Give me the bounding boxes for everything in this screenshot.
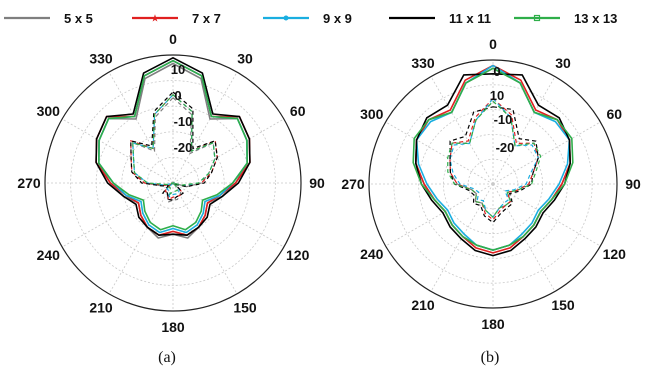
- caption-a: (a): [158, 349, 176, 366]
- radial-tick-label: 0: [174, 88, 181, 103]
- angle-tick-label: 240: [37, 247, 61, 263]
- series-line-4: [412, 67, 574, 251]
- angle-tick-label: 120: [286, 247, 310, 263]
- angle-tick-label: 90: [625, 176, 641, 192]
- legend-label-3: 11 x 11: [449, 11, 491, 26]
- angle-tick-label: 330: [411, 55, 435, 71]
- legend-marker-1: ★: [151, 14, 160, 25]
- grid-spoke: [172, 182, 285, 248]
- series-line-4: [98, 59, 248, 231]
- chart-legend: 5 x 5 ★ 7 x 7 9 x 9 11 x 11 13 x 13: [4, 11, 617, 26]
- angle-tick-label: 330: [89, 50, 113, 66]
- radial-tick-label: 10: [171, 62, 185, 77]
- angle-tick-label: 180: [481, 316, 505, 332]
- caption-b: (b): [481, 349, 500, 366]
- series-crosspol-4: [447, 100, 542, 219]
- radial-tick-label: -20: [174, 140, 193, 155]
- angle-tick-label: 270: [17, 175, 41, 191]
- legend-marker-4: [533, 14, 541, 22]
- legend-label-4: 13 x 13: [574, 11, 617, 26]
- grid-spoke: [492, 121, 601, 185]
- angle-tick-label: 270: [341, 176, 365, 192]
- grid-spoke: [61, 182, 174, 248]
- grid-spoke: [492, 76, 556, 185]
- radial-tick-label: -10: [494, 112, 513, 127]
- radial-tick-label: -10: [174, 114, 193, 129]
- grid-spoke: [172, 182, 238, 295]
- grid-spoke: [430, 76, 494, 185]
- grid-spoke: [108, 71, 174, 184]
- angle-tick-label: 30: [555, 55, 571, 71]
- legend-label-1: 7 x 7: [192, 11, 221, 26]
- angle-tick-label: 300: [360, 106, 384, 122]
- grid-spoke: [108, 182, 174, 295]
- series-crosspol-4: [132, 93, 216, 196]
- angle-tick-label: 0: [169, 31, 177, 47]
- radial-tick-label: 0: [493, 64, 500, 79]
- angle-tick-label: 300: [37, 103, 61, 119]
- angle-tick-label: 60: [290, 103, 306, 119]
- grid-spoke: [172, 118, 285, 184]
- angle-tick-label: 120: [603, 246, 627, 262]
- radial-tick-label: -20: [496, 140, 515, 155]
- grid-spoke: [430, 183, 494, 292]
- legend-label-0: 5 x 5: [64, 11, 93, 26]
- series-crosspol-3: [130, 91, 218, 201]
- angle-tick-label: 180: [161, 319, 185, 335]
- grid-spoke: [385, 183, 494, 247]
- grid-spoke: [492, 183, 601, 247]
- angle-tick-label: 240: [360, 246, 384, 262]
- angle-tick-label: 60: [606, 106, 622, 122]
- grid-spoke: [385, 121, 494, 185]
- polar-plot-b: 0 30 60 90 120 150 180 210 240 270 300 330 0 10 -10 -20: [341, 36, 641, 332]
- angle-tick-label: 150: [551, 297, 575, 313]
- legend-marker-2: [283, 15, 289, 21]
- grid-ring: [70, 80, 276, 286]
- grid-ring: [44, 54, 302, 312]
- series-line-3: [95, 57, 251, 236]
- grid-spoke: [492, 183, 556, 292]
- grid-ring: [368, 59, 618, 309]
- radial-tick-label: 10: [490, 88, 504, 103]
- grid-ring: [418, 109, 568, 259]
- angle-tick-label: 210: [89, 300, 113, 316]
- angle-tick-label: 150: [233, 300, 257, 316]
- polar-plot-a: 0 30 60 90 120 150 180 210 240 270 300 330 10 0 -10 -20: [17, 31, 325, 335]
- grid-spoke: [61, 118, 174, 184]
- angle-tick-label: 90: [309, 175, 325, 191]
- angle-tick-label: 0: [489, 36, 497, 52]
- angle-tick-label: 210: [411, 297, 435, 313]
- angle-tick-label: 30: [237, 50, 253, 66]
- grid-spoke: [172, 71, 238, 184]
- legend-label-2: 9 x 9: [323, 11, 352, 26]
- series-line-3: [415, 73, 571, 257]
